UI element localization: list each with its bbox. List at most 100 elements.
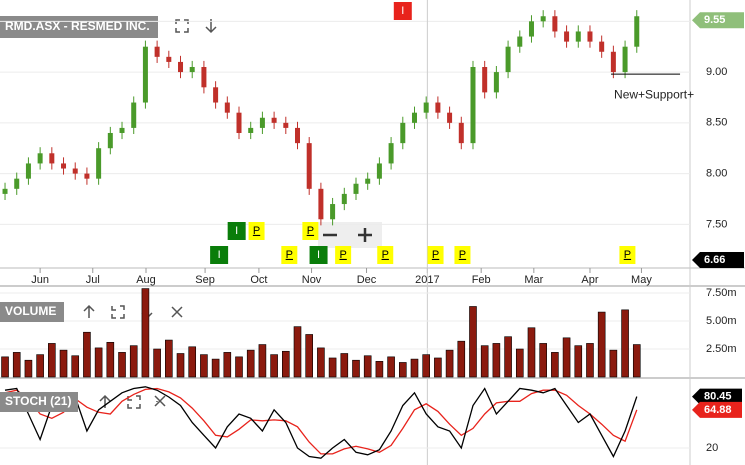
event-label: P <box>307 225 314 237</box>
y-tick-label: 8.50 <box>706 117 727 129</box>
event-marker <box>393 2 412 20</box>
candle-body <box>49 153 55 164</box>
candle-body <box>283 122 289 128</box>
volume-bar <box>621 309 629 378</box>
volume-bar <box>328 357 337 378</box>
volume-bar <box>387 356 395 378</box>
volume-bar <box>539 343 547 378</box>
stoch-line <box>4 387 638 455</box>
volume-bar <box>211 358 220 378</box>
volume-bar <box>632 344 641 378</box>
candle-body <box>330 204 336 220</box>
panel-title-box <box>0 392 78 412</box>
value-tag <box>692 401 742 418</box>
x-tick-label: May <box>631 274 652 286</box>
candle-body <box>2 188 8 194</box>
volume-bar <box>363 355 372 378</box>
event-label: I <box>401 5 404 17</box>
volume-bar <box>457 340 466 378</box>
value-tag-label: 80.45 <box>704 391 732 403</box>
candle-body <box>552 16 558 32</box>
zoom-controls[interactable] <box>318 222 382 248</box>
event-label: I <box>218 249 221 261</box>
volume-bar <box>200 354 208 378</box>
event-label: P <box>339 249 346 261</box>
event-label: P <box>624 249 631 261</box>
candle-body <box>400 122 406 144</box>
volume-bar <box>340 353 349 378</box>
y-tick-label: 8.00 <box>706 167 727 179</box>
event-label: P <box>382 249 389 261</box>
x-tick-label: 2017 <box>415 274 439 286</box>
volume-bar <box>176 353 185 378</box>
x-tick-label: Apr <box>581 274 598 286</box>
volume-bar <box>317 347 325 378</box>
event-marker <box>454 246 471 264</box>
volume-bar <box>258 344 267 378</box>
volume-bar <box>398 362 407 378</box>
candle-body <box>564 31 570 42</box>
volume-bar <box>235 356 243 378</box>
candle-body <box>517 36 523 47</box>
volume-bar <box>1 356 9 378</box>
candle-body <box>96 148 102 179</box>
event-marker <box>281 246 298 264</box>
volume-bar <box>375 361 384 378</box>
candle-body <box>131 102 137 128</box>
candle-body <box>25 163 31 179</box>
volume-bar <box>59 349 68 378</box>
candle-body <box>259 117 265 128</box>
volume-bar <box>141 288 150 378</box>
event-marker <box>210 246 229 264</box>
volume-bar <box>480 345 489 378</box>
candle-body <box>575 31 581 42</box>
event-label: P <box>253 225 260 237</box>
volume-bar <box>270 354 278 378</box>
volume-bar <box>293 326 302 378</box>
x-tick-label: Sep <box>195 274 215 286</box>
volume-bar <box>574 345 583 378</box>
zoom-icons[interactable] <box>323 228 372 242</box>
candle-body <box>318 188 324 220</box>
candle-body <box>61 163 67 169</box>
volume-bar <box>94 347 103 378</box>
event-label: P <box>459 249 466 261</box>
candle-body <box>388 143 394 164</box>
panel-title-box <box>0 302 64 322</box>
candle-body <box>224 102 230 113</box>
event-marker <box>227 222 246 240</box>
y-tick-label: 20 <box>706 442 718 454</box>
volume-bar <box>504 336 512 378</box>
candle-body <box>634 16 640 47</box>
annotation: New+Support+ <box>614 87 694 101</box>
candle-body <box>599 41 605 52</box>
candle-body <box>505 46 511 73</box>
volume-bar <box>597 311 606 378</box>
candle-body <box>37 153 43 164</box>
candle-body <box>84 173 90 179</box>
volume-bar <box>410 358 419 378</box>
candle-body <box>306 143 312 189</box>
candle-body <box>470 67 476 144</box>
volume-bar <box>246 349 255 378</box>
volume-bar <box>165 339 173 378</box>
candle-body <box>353 183 359 194</box>
candle-body <box>236 112 242 133</box>
candle-body <box>423 102 429 113</box>
candle-body <box>14 178 20 189</box>
volume-bar <box>118 352 126 378</box>
volume-bar <box>434 357 442 378</box>
volume-bar <box>469 306 477 378</box>
candle-body <box>189 67 195 73</box>
candle-body <box>622 46 628 73</box>
volume-bar <box>305 334 314 378</box>
event-marker <box>302 222 319 240</box>
candle-body <box>72 168 78 174</box>
candle-body <box>365 178 371 184</box>
x-tick-label: Oct <box>250 274 267 286</box>
candle-body <box>166 56 172 62</box>
event-marker <box>619 246 636 264</box>
candle-body <box>107 132 113 149</box>
x-tick-label: Mar <box>524 274 543 286</box>
